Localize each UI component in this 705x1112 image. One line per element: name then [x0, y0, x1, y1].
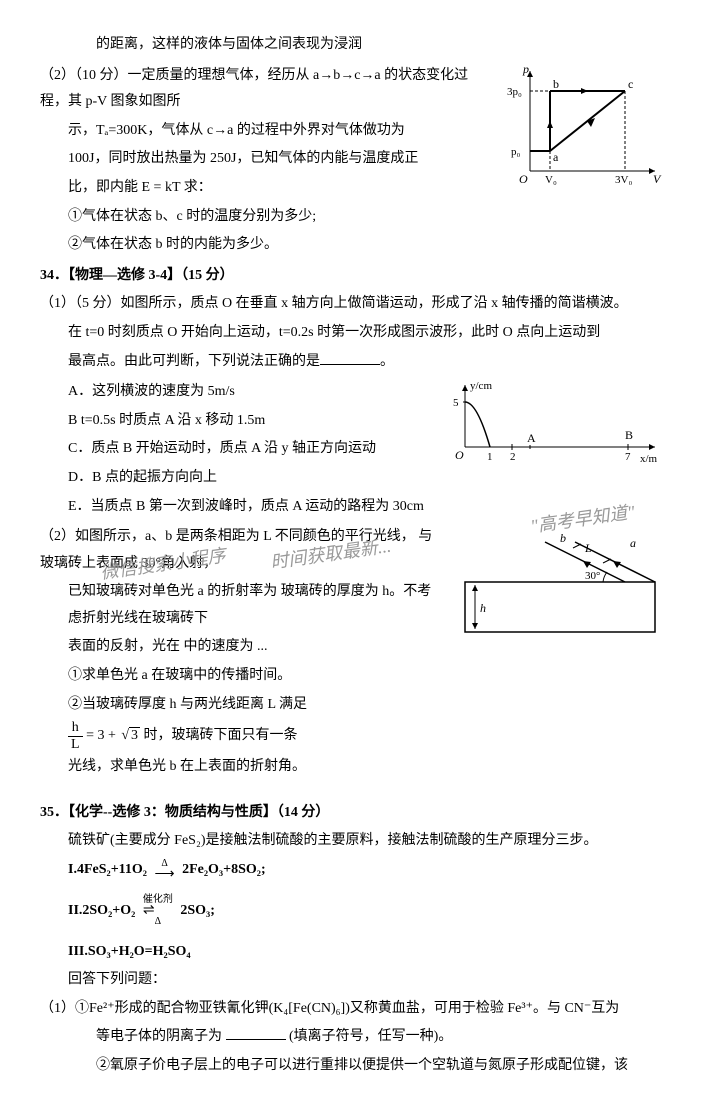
pv-a: a	[553, 150, 559, 164]
q2-line1: （2）（10 分）一定质量的理想气体，经历从 a→b→c→a 的状态变化过程，其…	[40, 63, 495, 116]
opt-B: B t=0.5s 时质点 A 沿 x 移动 1.5m	[40, 408, 435, 435]
opt-A: A．这列横波的速度为 5m/s	[40, 379, 435, 406]
pv-b: b	[553, 77, 559, 91]
q34-1-line3: 最高点。由此可判断，下列说法正确的是。	[40, 349, 665, 376]
wave-O: O	[455, 448, 464, 462]
opt-E: E．当质点 B 第一次到波峰时，质点 A 运动的路程为 30cm	[40, 494, 435, 521]
wave-y-label: y/cm	[470, 380, 492, 392]
v-axis-label: V	[653, 172, 662, 186]
q35-1-1a: （1）①Fe²⁺形成的配合物亚铁氰化钾(K₄[Fe(CN)₆])又称黄血盐，可用…	[40, 996, 665, 1023]
pv-O: O	[519, 172, 528, 186]
eq-3: III.SO₃+H₂O=H₂SO₄	[40, 939, 665, 966]
sqrt-3: 3	[119, 723, 140, 750]
q35-intro: 硫铁矿(主要成分 FeS₂)是接触法制硫酸的主要原料，接触法制硫酸的生产原理分三…	[40, 828, 665, 855]
wave-B: B	[625, 428, 633, 442]
q34-2-eq: hL = 3 + 3 时，玻璃砖下面只有一条	[40, 720, 445, 752]
q2-line4: 比，即内能 E = kT 求：	[40, 175, 495, 202]
wave-x-label: x/m	[640, 453, 658, 465]
q34-2-line3: 表面的反射，光在 中的速度为 ...	[40, 634, 445, 661]
q34-2-line5: ②当玻璃砖厚度 h 与两光线距离 L 满足	[40, 692, 445, 719]
glass-30: 30°	[585, 570, 600, 582]
glass-a: a	[630, 536, 636, 550]
glass-h: h	[480, 601, 486, 615]
q35-1-2: ②氧原子价电子层上的电子可以进行重排以便提供一个空轨道与氮原子形成配位键，该	[40, 1053, 665, 1080]
opt-C: C．质点 B 开始运动时，质点 A 沿 y 轴正方向运动	[40, 436, 435, 463]
glass-L: L	[584, 541, 592, 555]
q34-1-line2: 在 t=0 时刻质点 O 开始向上运动，t=0.2s 时第一次形成图示波形，此时…	[40, 320, 665, 347]
pv-v0: V₀	[545, 174, 557, 186]
q2-line2: 示，Tₐ=300K，气体从 c→a 的过程中外界对气体做功为	[40, 118, 495, 145]
q35-answer-prompt: 回答下列问题：	[40, 967, 665, 994]
q34-1-line1: （1）（5 分）如图所示，质点 O 在垂直 x 轴方向上做简谐运动，形成了沿 x…	[40, 291, 665, 318]
frac-h-L: hL	[68, 720, 83, 752]
wave-diagram: y/cm x/m 5 1 2 7 A B O	[445, 377, 665, 487]
eq-2: II.2SO₂+O₂ 催化剂⇌Δ 2SO₃;	[40, 895, 665, 926]
pv-c: c	[628, 77, 633, 91]
q34-2-line4: ①求单色光 a 在玻璃中的传播时间。	[40, 663, 445, 690]
pv-3p0: 3p₀	[507, 86, 522, 98]
wave-x7: 7	[625, 451, 631, 463]
glass-diagram: a b 30° L h	[455, 522, 665, 652]
pv-diagram: p V 3p₀ p₀ V₀ 3V₀ a b c O	[505, 61, 665, 191]
wave-A: A	[527, 431, 536, 445]
q35-1-1b: 等电子体的阴离子为 (填离子符号，任写一种)。	[40, 1024, 665, 1051]
intro-text: 的距离，这样的液体与固体之间表现为浸润	[40, 32, 665, 59]
q34-2-line2: 已知玻璃砖对单色光 a 的折射率为 玻璃砖的厚度为 h。不考虑折射光线在玻璃砖下	[40, 579, 445, 632]
blank-ion	[226, 1025, 286, 1040]
opt-D: D．B 点的起振方向向上	[40, 465, 435, 492]
q2-line3: 100J，同时放出热量为 250J，已知气体的内能与温度成正	[40, 146, 495, 173]
pv-p0: p₀	[511, 146, 521, 158]
pv-3v0: 3V₀	[615, 174, 632, 186]
q2-line6: ②气体在状态 b 时的内能为多少。	[40, 232, 495, 259]
q2-line5: ①气体在状态 b、c 时的温度分别为多少;	[40, 204, 495, 231]
blank-answer	[320, 350, 380, 365]
wave-5: 5	[453, 397, 459, 409]
eq-1: I.4FeS₂+11O₂ Δ⟶ 2Fe₂O₃+8SO₂;	[40, 857, 665, 884]
q34-2-line7: 光线，求单色光 b 在上表面的折射角。	[40, 754, 445, 781]
wave-x1: 1	[487, 451, 493, 463]
q34-title: 34．【物理—选修 3-4】（15 分）	[40, 263, 665, 290]
p-axis-label: p	[522, 62, 529, 76]
wave-x2: 2	[510, 451, 516, 463]
q35-title: 35．【化学--选修 3：物质结构与性质】（14 分）	[40, 800, 665, 827]
